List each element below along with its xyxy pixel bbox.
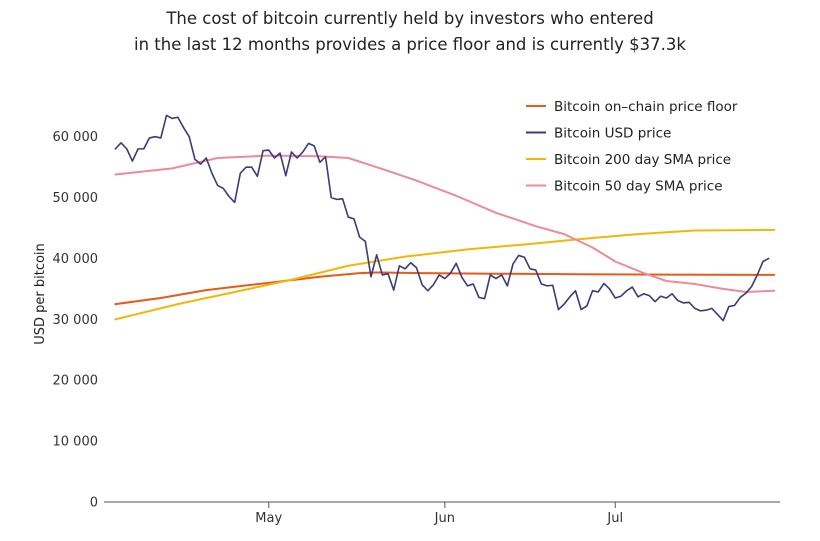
y-tick-label: 50 000 — [53, 191, 99, 206]
x-tick-label: Jul — [606, 511, 623, 526]
legend-label-0: Bitcoin on–chain price floor — [554, 99, 738, 115]
x-tick-label: Jun — [434, 511, 455, 526]
series-line-1 — [114, 114, 770, 322]
series-line-0 — [114, 271, 776, 306]
y-tick-label: 0 — [90, 496, 98, 511]
x-tick-label: May — [255, 511, 282, 526]
legend-label-2: Bitcoin 200 day SMA price — [554, 152, 731, 168]
legend-label-3: Bitcoin 50 day SMA price — [554, 179, 723, 195]
series-lines — [114, 114, 776, 322]
y-tick-label: 60 000 — [53, 130, 99, 145]
axes: 0 10 000 20 000 30 000 40 000 50 000 60 000 May… — [53, 130, 780, 526]
series-line-2 — [114, 228, 776, 321]
y-tick-label: 40 000 — [53, 252, 99, 267]
y-axis-label: USD per bitcoin — [33, 243, 48, 345]
legend-label-1: Bitcoin USD price — [554, 126, 671, 142]
chart-title: The cost of bitcoin currently held by in… — [0, 6, 820, 58]
legend: Bitcoin on–chain price floor Bitcoin USD … — [526, 99, 738, 195]
y-tick-label: 30 000 — [53, 313, 99, 328]
series-line-3 — [114, 154, 776, 293]
chart-title-line-2: in the last 12 months provides a price f… — [134, 35, 686, 54]
y-tick-label: 10 000 — [53, 435, 99, 450]
y-tick-label: 20 000 — [53, 374, 99, 389]
chart-title-line-1: The cost of bitcoin currently held by in… — [166, 9, 654, 28]
